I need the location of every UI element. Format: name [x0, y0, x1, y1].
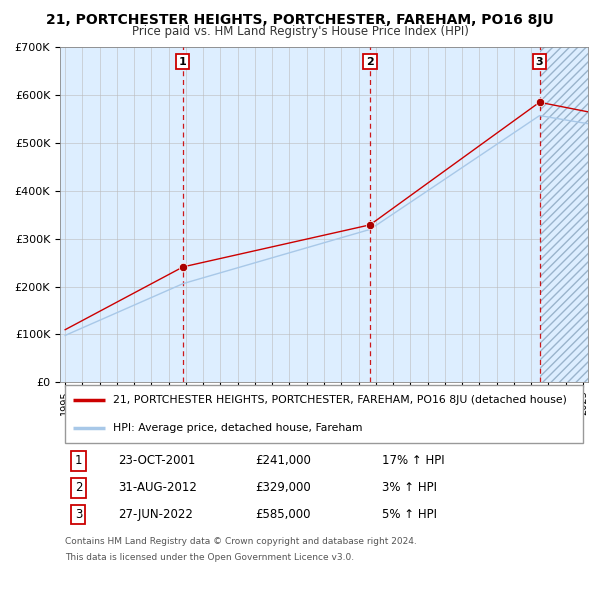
Text: Price paid vs. HM Land Registry's House Price Index (HPI): Price paid vs. HM Land Registry's House …: [131, 25, 469, 38]
FancyBboxPatch shape: [65, 385, 583, 443]
Text: 1: 1: [75, 454, 82, 467]
Text: 3% ↑ HPI: 3% ↑ HPI: [382, 481, 437, 494]
Text: 27-JUN-2022: 27-JUN-2022: [118, 508, 193, 521]
Text: £329,000: £329,000: [256, 481, 311, 494]
Text: 21, PORTCHESTER HEIGHTS, PORTCHESTER, FAREHAM, PO16 8JU: 21, PORTCHESTER HEIGHTS, PORTCHESTER, FA…: [46, 12, 554, 27]
Text: HPI: Average price, detached house, Fareham: HPI: Average price, detached house, Fare…: [113, 423, 362, 433]
Text: 23-OCT-2001: 23-OCT-2001: [118, 454, 196, 467]
Text: This data is licensed under the Open Government Licence v3.0.: This data is licensed under the Open Gov…: [65, 553, 355, 562]
Text: 3: 3: [536, 57, 544, 67]
Bar: [539, 47, 588, 382]
Text: £241,000: £241,000: [256, 454, 311, 467]
Text: Contains HM Land Registry data © Crown copyright and database right 2024.: Contains HM Land Registry data © Crown c…: [65, 537, 417, 546]
Text: 17% ↑ HPI: 17% ↑ HPI: [382, 454, 445, 467]
Text: £585,000: £585,000: [256, 508, 311, 521]
Text: 5% ↑ HPI: 5% ↑ HPI: [382, 508, 437, 521]
Text: 1: 1: [179, 57, 187, 67]
Text: 3: 3: [75, 508, 82, 521]
Text: 2: 2: [366, 57, 374, 67]
Text: 21, PORTCHESTER HEIGHTS, PORTCHESTER, FAREHAM, PO16 8JU (detached house): 21, PORTCHESTER HEIGHTS, PORTCHESTER, FA…: [113, 395, 566, 405]
Text: 2: 2: [75, 481, 82, 494]
Text: 31-AUG-2012: 31-AUG-2012: [118, 481, 197, 494]
